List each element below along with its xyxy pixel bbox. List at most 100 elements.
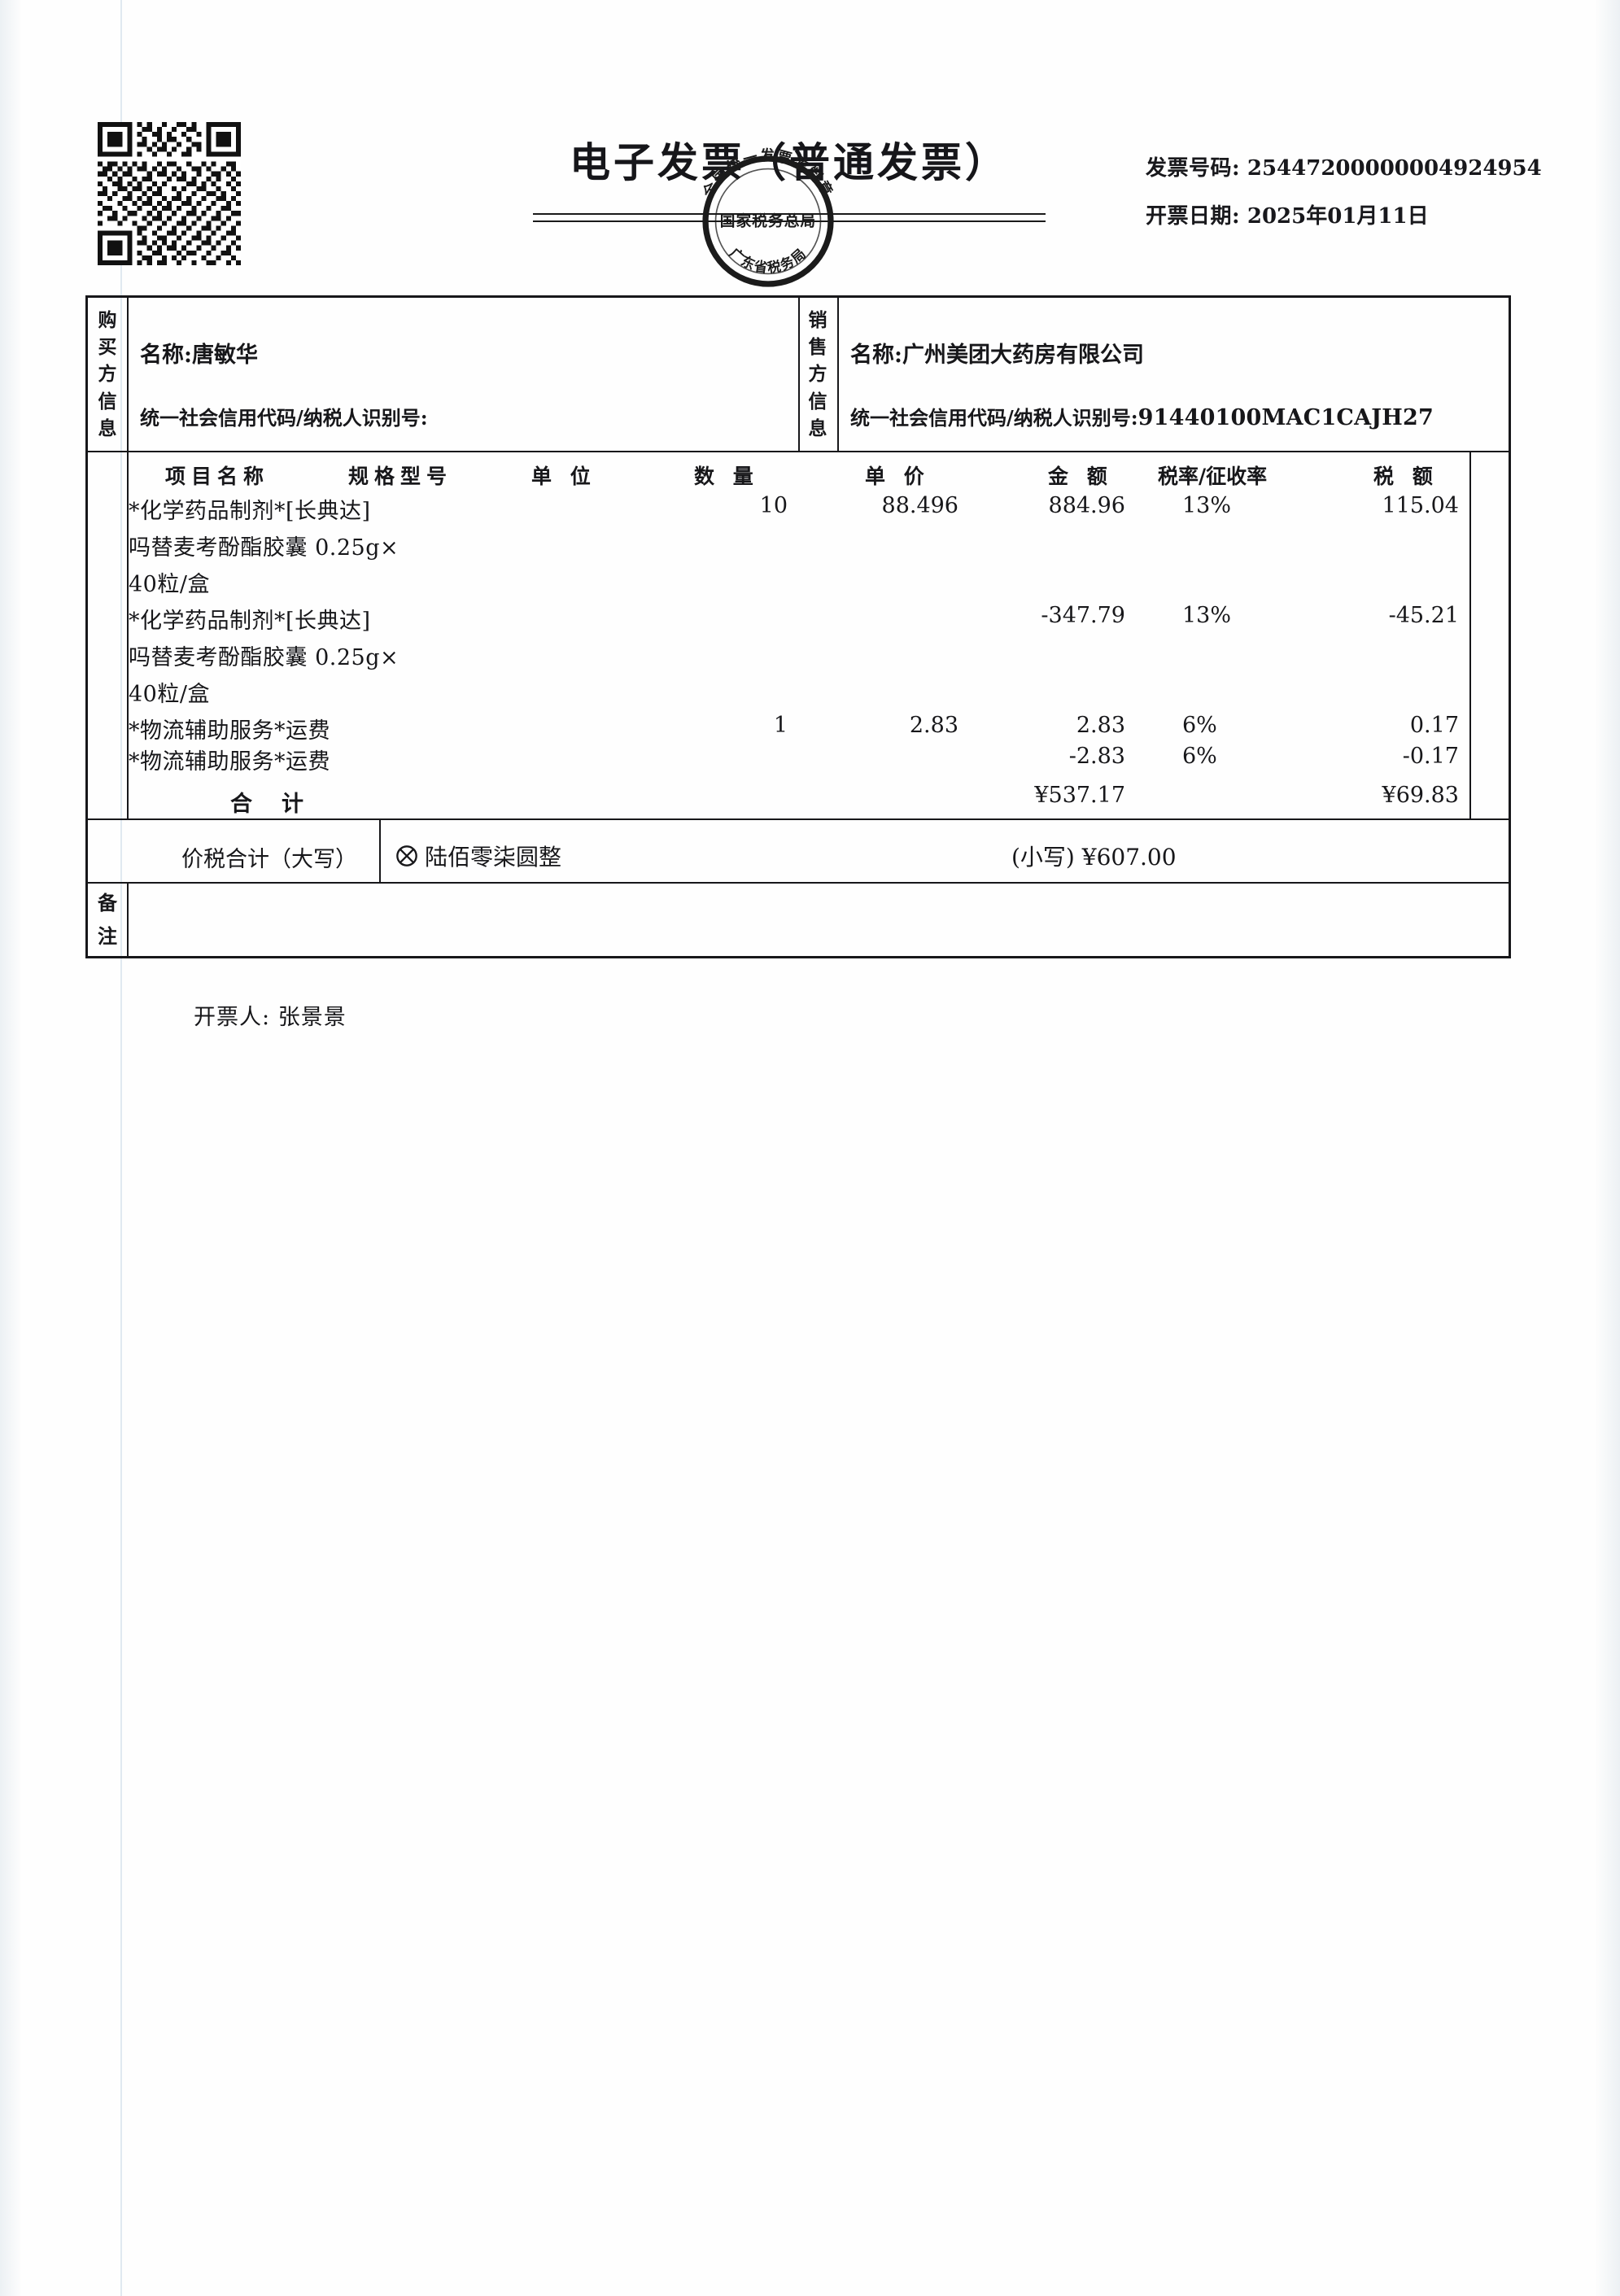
item-amount: -2.83 [1068, 744, 1125, 769]
invoice-number-label: 发票号码: [1146, 156, 1241, 181]
item-amount: 2.83 [1076, 713, 1125, 738]
scan-edge-right [1596, 0, 1620, 2296]
seller-side-char: 售 [808, 335, 827, 358]
seller-side-char: 息 [808, 417, 827, 440]
seller-name-value: 广州美团大药房有限公司 [902, 343, 1144, 368]
buyer-taxid: 统一社会信用代码/纳税人识别号: [140, 402, 428, 430]
column-header-qty: 数 量 [694, 465, 759, 488]
invoice-date-label: 开票日期: [1146, 204, 1241, 229]
item-qty: 1 [773, 713, 788, 738]
item-qty: 10 [759, 493, 788, 518]
item-tax-rate: 6% [1182, 713, 1217, 738]
invoice-number-value: 25447200000004924954 [1247, 156, 1542, 181]
buyer-taxid-label: 统一社会信用代码/纳税人识别号: [140, 406, 428, 430]
item-name-line: 40粒/盒 [129, 572, 210, 597]
fold-crease-line [120, 0, 122, 2296]
column-header-spec: 规格型号 [348, 465, 453, 488]
item-tax-rate: 13% [1182, 603, 1232, 628]
title-divider [533, 213, 1046, 222]
seller-taxid-value: 91440100MAC1CAJH27 [1137, 405, 1434, 430]
buyer-side-char: 买 [98, 335, 117, 358]
column-header-amount: 金 额 [1048, 465, 1113, 488]
remark-side-label: 备 注 [88, 882, 127, 958]
invoice-date: 开票日期: 2025年01月11日 [1146, 199, 1429, 229]
party-info-row: 购 买 方 信 息 名称:唐敏华 统一社会信用代码/纳税人识别号: 销 售 [88, 298, 1509, 451]
buyer-side-char: 信 [98, 390, 117, 412]
column-header-unit: 单 位 [531, 465, 596, 488]
item-price: 88.496 [881, 493, 958, 518]
seller-fields: 名称:广州美团大药房有限公司 统一社会信用代码/纳税人识别号:91440100M… [837, 298, 1509, 451]
item-name-line: *化学药品制剂*[长典达] [129, 609, 371, 634]
seller-taxid-label: 统一社会信用代码/纳税人识别号: [850, 406, 1138, 430]
totals-left-rule [127, 778, 129, 818]
item-tax-rate: 13% [1182, 493, 1232, 518]
buyer-name-value: 唐敏华 [191, 343, 258, 368]
invoice-date-value: 2025年01月11日 [1247, 204, 1429, 229]
item-tax-amount: -0.17 [1402, 744, 1459, 769]
invoice-body-frame: 购 买 方 信 息 名称:唐敏华 统一社会信用代码/纳税人识别号: 销 售 [85, 295, 1511, 958]
item-name-line: *化学药品制剂*[长典达] [129, 499, 371, 524]
invoice-number: 发票号码: 25447200000004924954 [1146, 151, 1542, 181]
item-name-line: 吗替麦考酚酯胶囊 0.25g× [129, 645, 400, 670]
seller-label-divider [837, 298, 839, 451]
totals-grand-divider [88, 818, 1509, 820]
grand-total-divider [379, 818, 381, 882]
party-items-divider [88, 451, 1509, 452]
scan-edge-left [0, 0, 21, 2296]
item-name-line: 40粒/盒 [129, 682, 210, 707]
totals-amount: ¥537.17 [1034, 783, 1125, 808]
seller-name-label: 名称: [850, 343, 902, 368]
grand-total-words: 陆佰零柒圆整 [395, 840, 561, 872]
item-name-line: *物流辅助服务*运费 [129, 718, 330, 744]
drawer-name: 张景景 [277, 1005, 347, 1030]
seller-side-char: 信 [808, 390, 827, 412]
totals-tax: ¥69.83 [1382, 783, 1459, 808]
items-left-rule [127, 452, 129, 778]
item-amount: -347.79 [1041, 603, 1125, 628]
column-header-tax-amount: 税 额 [1373, 465, 1439, 488]
totals-label: 合计 [230, 792, 333, 817]
buyer-label-divider [127, 298, 129, 451]
grand-total-label: 价税合计（大写） [181, 847, 357, 872]
drawer-info: 开票人: 张景景 [194, 999, 347, 1031]
column-header-tax-rate: 税率/征收率 [1158, 465, 1268, 488]
item-tax-amount: -45.21 [1388, 603, 1459, 628]
item-tax-amount: 0.17 [1409, 713, 1459, 738]
grand-total-digits-label: (小写) [1011, 844, 1075, 871]
grand-total-digits-value: ¥607.00 [1081, 844, 1177, 871]
qr-code-icon[interactable] [96, 122, 242, 265]
seller-side-label: 销 售 方 信 息 [798, 298, 837, 451]
seller-name: 名称:广州美团大药房有限公司 [850, 337, 1144, 369]
party-center-divider [798, 298, 800, 451]
buyer-side-char: 方 [98, 363, 117, 386]
buyer-side-label: 购 买 方 信 息 [88, 298, 127, 451]
item-tax-rate: 6% [1182, 744, 1217, 769]
item-name-line: *物流辅助服务*运费 [129, 749, 330, 775]
buyer-side-char: 购 [98, 308, 117, 331]
drawer-label: 开票人: [194, 1005, 271, 1030]
buyer-fields: 名称:唐敏华 统一社会信用代码/纳税人识别号: [127, 298, 798, 451]
page-title: 电子发票（普通发票） [570, 138, 1009, 186]
buyer-side-char: 息 [98, 417, 117, 440]
item-tax-amount: 115.04 [1382, 493, 1459, 518]
item-amount: 884.96 [1048, 493, 1125, 518]
seller-taxid: 统一社会信用代码/纳税人识别号:91440100MAC1CAJH27 [850, 402, 1434, 430]
circle-x-icon [395, 845, 418, 867]
column-header-price: 单 价 [865, 465, 930, 488]
svg-text:广东省税务局: 广东省税务局 [727, 245, 810, 276]
buyer-name: 名称:唐敏华 [140, 337, 258, 369]
totals-right-rule [1469, 778, 1471, 818]
grand-total-digits: (小写) ¥607.00 [1011, 840, 1177, 872]
remark-side-char: 注 [98, 924, 117, 948]
items-right-rule [1469, 452, 1471, 778]
items-table: 项目名称 规格型号 单 位 数 量 单 价 金 额 税率/征收率 税 额 *化学… [88, 452, 1509, 778]
remark-divider [88, 882, 1509, 884]
buyer-name-label: 名称: [140, 343, 192, 368]
seller-side-char: 方 [808, 363, 827, 386]
column-header-name: 项目名称 [165, 465, 270, 488]
grand-total-words-text: 陆佰零柒圆整 [425, 844, 562, 871]
item-price: 2.83 [909, 713, 958, 738]
item-name-line: 吗替麦考酚酯胶囊 0.25g× [129, 535, 400, 561]
seller-side-char: 销 [808, 308, 827, 331]
